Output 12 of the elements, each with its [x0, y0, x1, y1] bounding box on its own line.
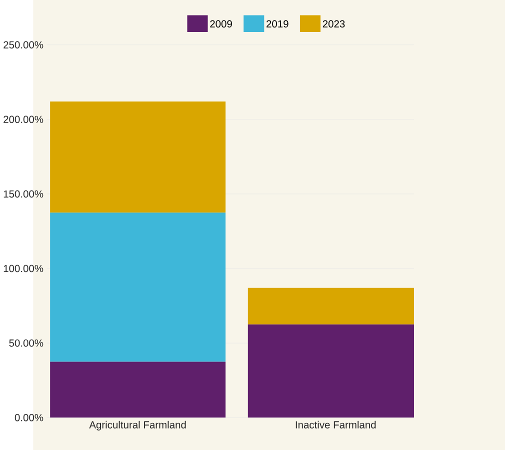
y-tick-label: 100.00%: [4, 264, 44, 272]
legend-label: 2023: [322, 20, 345, 28]
legend-label: 2009: [210, 20, 232, 28]
y-tick-label: 0.00%: [14, 414, 44, 422]
y-tick-label: 250.00%: [4, 41, 44, 48]
x-tick-label: Agricultural Farmland: [89, 420, 186, 430]
bar: [50, 212, 226, 362]
y-tick-label: 150.00%: [4, 190, 44, 198]
y-tick-label: 50.00%: [9, 339, 44, 347]
x-tick-label: Inactive Farmland: [296, 420, 376, 428]
y-tick-label: 200.00%: [4, 116, 44, 123]
legend-label: 2019: [266, 20, 288, 28]
